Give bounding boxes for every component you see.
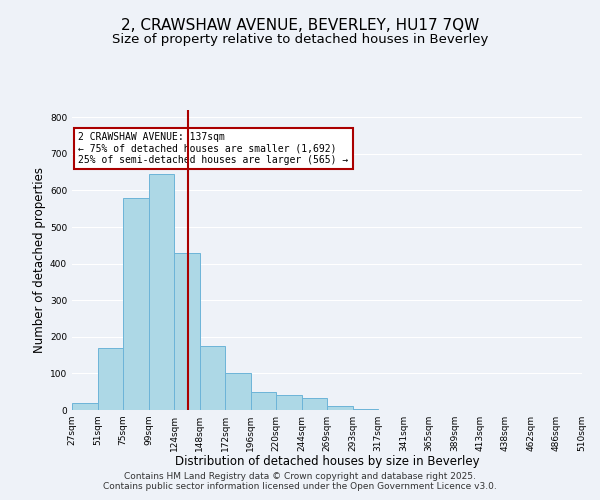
Y-axis label: Number of detached properties: Number of detached properties [33,167,46,353]
Bar [327,406,353,410]
X-axis label: Distribution of detached houses by size in Beverley: Distribution of detached houses by size … [175,456,479,468]
Bar [97,348,123,410]
Text: Contains HM Land Registry data © Crown copyright and database right 2025.: Contains HM Land Registry data © Crown c… [124,472,476,481]
Bar [199,346,225,410]
Bar [174,252,199,410]
Bar [353,409,378,410]
Text: 2 CRAWSHAW AVENUE: 137sqm
← 75% of detached houses are smaller (1,692)
25% of se: 2 CRAWSHAW AVENUE: 137sqm ← 75% of detac… [79,132,349,165]
Bar [149,174,174,410]
Bar [225,374,251,410]
Text: 2, CRAWSHAW AVENUE, BEVERLEY, HU17 7QW: 2, CRAWSHAW AVENUE, BEVERLEY, HU17 7QW [121,18,479,32]
Bar [251,392,276,410]
Bar [302,398,327,410]
Bar [123,198,149,410]
Text: Size of property relative to detached houses in Beverley: Size of property relative to detached ho… [112,32,488,46]
Bar [72,402,97,410]
Bar [276,396,302,410]
Text: Contains public sector information licensed under the Open Government Licence v3: Contains public sector information licen… [103,482,497,491]
